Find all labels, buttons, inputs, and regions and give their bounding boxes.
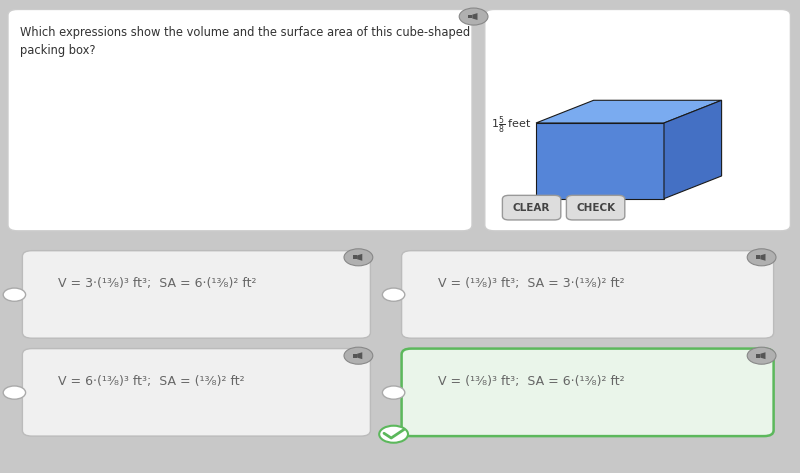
FancyBboxPatch shape — [485, 9, 790, 231]
Polygon shape — [664, 100, 722, 199]
FancyBboxPatch shape — [22, 251, 370, 338]
Text: V = 3⋅(¹³⁄₈)³ ft³;  SA = 6⋅(¹³⁄₈)² ft²: V = 3⋅(¹³⁄₈)³ ft³; SA = 6⋅(¹³⁄₈)² ft² — [58, 278, 257, 290]
FancyBboxPatch shape — [756, 255, 760, 259]
Circle shape — [382, 288, 405, 301]
Polygon shape — [357, 254, 362, 261]
Circle shape — [3, 386, 26, 399]
Text: V = 6⋅(¹³⁄₈)³ ft³;  SA = (¹³⁄₈)² ft²: V = 6⋅(¹³⁄₈)³ ft³; SA = (¹³⁄₈)² ft² — [58, 376, 245, 388]
FancyBboxPatch shape — [756, 354, 760, 358]
FancyBboxPatch shape — [8, 9, 472, 231]
Text: Which expressions show the volume and the surface area of this cube-shaped: Which expressions show the volume and th… — [20, 26, 470, 39]
FancyBboxPatch shape — [402, 251, 774, 338]
Circle shape — [379, 426, 408, 443]
FancyBboxPatch shape — [353, 354, 357, 358]
Text: CLEAR: CLEAR — [513, 202, 550, 213]
Text: $1\frac{5}{8}$ feet: $1\frac{5}{8}$ feet — [491, 114, 532, 136]
Polygon shape — [760, 254, 766, 261]
FancyBboxPatch shape — [353, 255, 357, 259]
FancyBboxPatch shape — [566, 195, 625, 220]
FancyBboxPatch shape — [402, 349, 774, 436]
Text: V = (¹³⁄₈)³ ft³;  SA = 6⋅(¹³⁄₈)² ft²: V = (¹³⁄₈)³ ft³; SA = 6⋅(¹³⁄₈)² ft² — [438, 376, 624, 388]
Circle shape — [344, 347, 373, 364]
Text: CHECK: CHECK — [576, 202, 615, 213]
Circle shape — [459, 8, 488, 25]
Text: packing box?: packing box? — [20, 44, 95, 56]
Polygon shape — [760, 352, 766, 359]
Polygon shape — [472, 13, 478, 20]
Circle shape — [747, 347, 776, 364]
FancyBboxPatch shape — [22, 349, 370, 436]
Circle shape — [382, 386, 405, 399]
Polygon shape — [536, 100, 722, 123]
Polygon shape — [536, 123, 664, 199]
Circle shape — [344, 249, 373, 266]
Circle shape — [3, 288, 26, 301]
Circle shape — [747, 249, 776, 266]
Polygon shape — [357, 352, 362, 359]
FancyBboxPatch shape — [468, 15, 472, 18]
Text: V = (¹³⁄₈)³ ft³;  SA = 3⋅(¹³⁄₈)² ft²: V = (¹³⁄₈)³ ft³; SA = 3⋅(¹³⁄₈)² ft² — [438, 278, 624, 290]
FancyBboxPatch shape — [502, 195, 561, 220]
